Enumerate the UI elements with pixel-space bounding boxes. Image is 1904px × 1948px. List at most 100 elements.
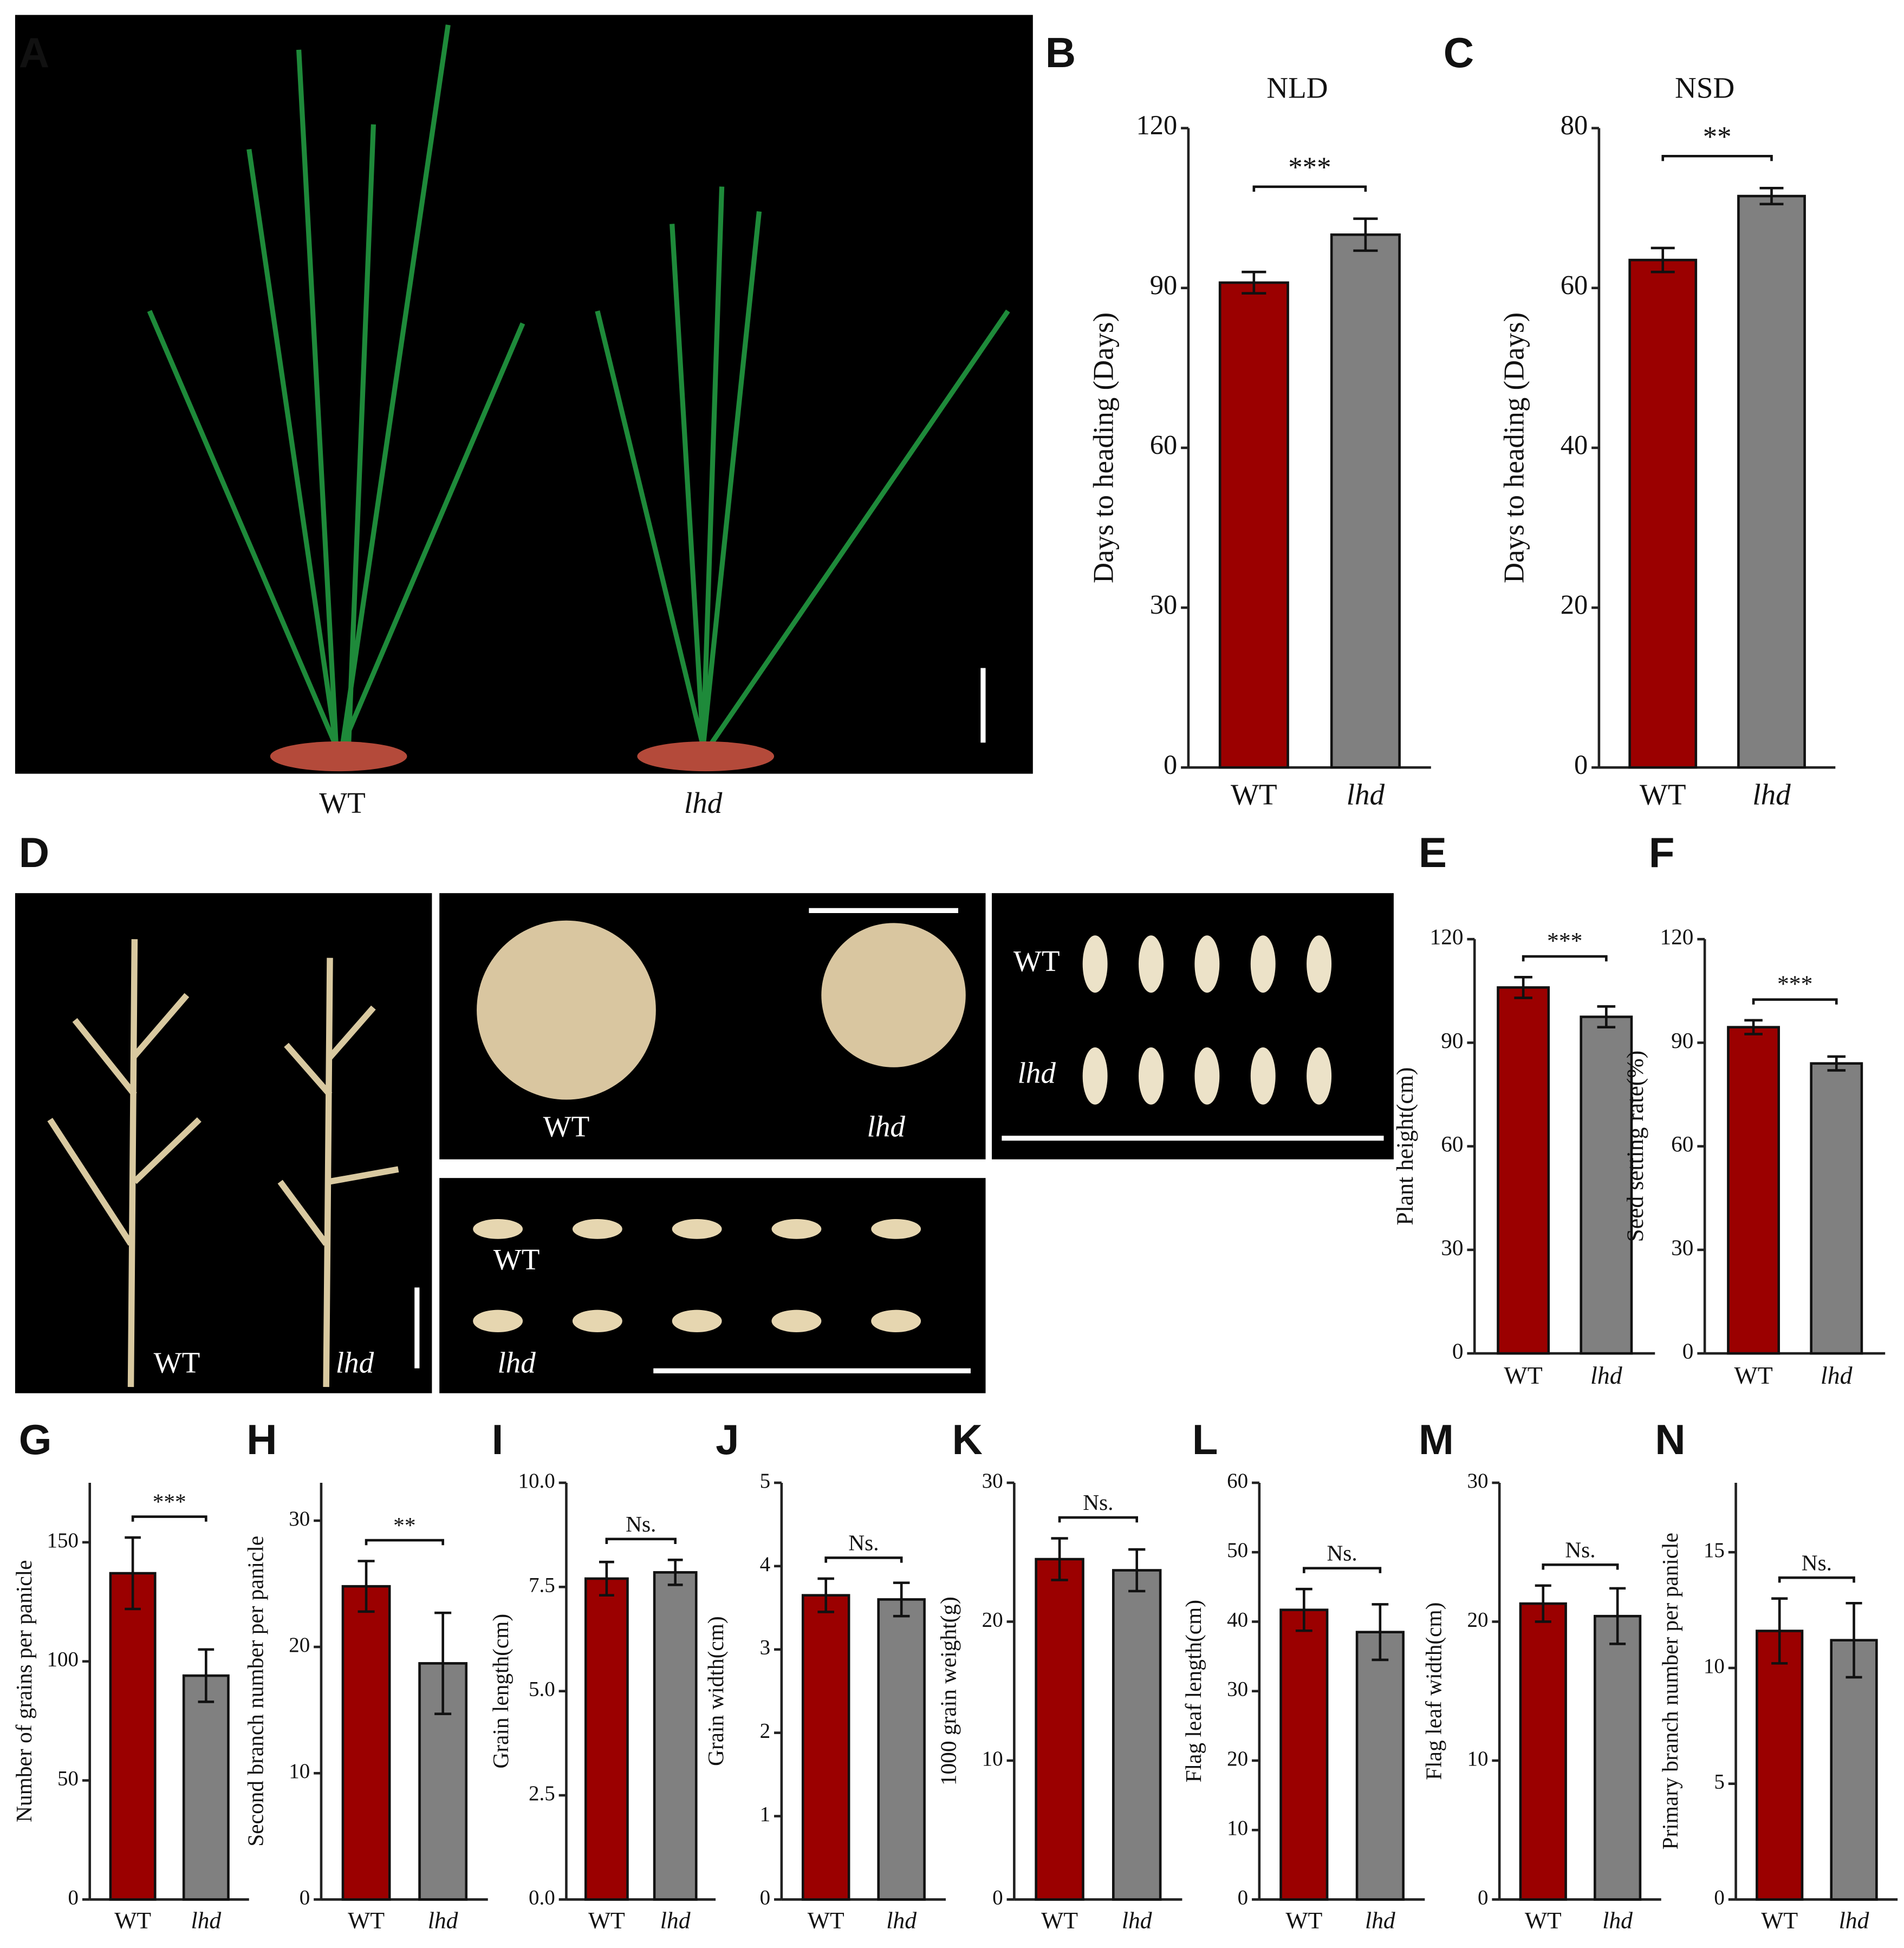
y-axis-label: Primary branch number per panicle bbox=[1658, 1533, 1682, 1849]
panel-letter: I bbox=[492, 1416, 504, 1463]
significance-label: ** bbox=[1703, 121, 1732, 153]
y-tick-label: 60 bbox=[1227, 1469, 1248, 1493]
x-tick-label: WT bbox=[1525, 1907, 1562, 1933]
pot bbox=[637, 741, 775, 772]
significance-label: Ns. bbox=[626, 1512, 656, 1536]
x-tick-label: lhd bbox=[191, 1907, 221, 1933]
photo-label: lhd bbox=[1017, 1057, 1056, 1090]
photo-d-grain-width bbox=[992, 893, 1394, 1159]
y-tick-label: 30 bbox=[1441, 1235, 1463, 1260]
x-tick-label: WT bbox=[1285, 1907, 1322, 1933]
bar bbox=[584, 1577, 629, 1901]
panel-letter: H bbox=[246, 1416, 277, 1463]
y-tick-label: 30 bbox=[289, 1507, 310, 1530]
y-tick-label: 60 bbox=[1671, 1131, 1693, 1156]
panel-letter: A bbox=[19, 29, 49, 76]
significance-label: Ns. bbox=[1565, 1537, 1595, 1562]
x-tick-label: WT bbox=[1640, 778, 1686, 811]
bar bbox=[1737, 194, 1806, 769]
x-tick-label: WT bbox=[1041, 1907, 1078, 1933]
y-tick-label: 0.0 bbox=[529, 1886, 555, 1909]
y-tick-label: 30 bbox=[982, 1469, 1003, 1493]
panicle-drawing bbox=[47, 939, 399, 1387]
significance-bracket bbox=[1752, 998, 1838, 1005]
y-axis-label: Days to heading (Days) bbox=[1498, 312, 1530, 583]
bar bbox=[653, 1571, 698, 1901]
bar-chart: L Flag leaf length(cm) 0 10 20 30 40 50 60 WT lhd N… bbox=[1181, 1416, 1425, 1933]
photo-d-panicle bbox=[15, 893, 432, 1393]
y-tick-label: 60 bbox=[1561, 270, 1588, 300]
y-axis-label: Grain width(cm) bbox=[703, 1616, 729, 1766]
photo-d-grain-length bbox=[439, 1178, 986, 1393]
y-tick-label: 10 bbox=[1227, 1816, 1248, 1840]
y-tick-label: 7.5 bbox=[529, 1573, 555, 1597]
x-tick-label: WT bbox=[348, 1907, 385, 1933]
photo-label: WT bbox=[154, 1346, 200, 1379]
significance-bracket bbox=[605, 1537, 677, 1545]
y-tick-label: 120 bbox=[1430, 924, 1464, 949]
y-tick-label: 0 bbox=[1164, 750, 1177, 780]
significance-bracket bbox=[1661, 154, 1773, 161]
pot bbox=[270, 741, 407, 772]
y-tick-label: 60 bbox=[1441, 1131, 1463, 1156]
y-tick-label: 4 bbox=[760, 1553, 771, 1576]
x-tick-label: WT bbox=[808, 1907, 844, 1933]
y-tick-label: 2.5 bbox=[529, 1782, 555, 1805]
y-tick-label: 10 bbox=[982, 1747, 1003, 1770]
y-tick-label: 50 bbox=[1227, 1539, 1248, 1562]
photo-label: lhd bbox=[336, 1346, 374, 1379]
grain-pile bbox=[477, 920, 656, 1100]
y-tick-label: 150 bbox=[47, 1529, 79, 1552]
significance-label: Ns. bbox=[1083, 1490, 1113, 1515]
x-tick-label: lhd bbox=[1122, 1907, 1152, 1933]
y-tick-label: 3 bbox=[760, 1636, 771, 1659]
y-tick-label: 0 bbox=[1452, 1339, 1464, 1364]
y-tick-label: 0 bbox=[300, 1886, 310, 1909]
y-tick-label: 40 bbox=[1227, 1608, 1248, 1631]
panel-letter: E bbox=[1419, 829, 1447, 876]
significance-bracket bbox=[131, 1515, 207, 1522]
photo-label: lhd bbox=[684, 786, 723, 819]
y-axis-label: Flag leaf width(cm) bbox=[1421, 1602, 1446, 1780]
significance-bracket bbox=[1252, 185, 1367, 192]
significance-bracket bbox=[1778, 1576, 1855, 1583]
bar-chart: H Second branch number per panicle 0 10 20 30… bbox=[243, 1416, 488, 1933]
x-tick-label: lhd bbox=[1752, 778, 1791, 811]
y-tick-label: 20 bbox=[1561, 590, 1588, 620]
y-tick-label: 120 bbox=[1660, 924, 1693, 949]
y-tick-label: 60 bbox=[1150, 429, 1178, 460]
significance-bracket bbox=[365, 1539, 444, 1546]
bar-chart: M Flag leaf width(cm) 0 10 20 30 WT lhd Ns. bbox=[1419, 1416, 1661, 1933]
x-tick-label: WT bbox=[1761, 1907, 1798, 1933]
significance-label: *** bbox=[1777, 971, 1812, 997]
photo-label: lhd bbox=[497, 1346, 536, 1379]
bar-chart: G Number of grains per panicle 0 50 100 150 WT… bbox=[11, 1416, 249, 1933]
significance-bracket bbox=[1542, 1563, 1619, 1570]
y-tick-label: 40 bbox=[1561, 429, 1588, 460]
significance-label: Ns. bbox=[1327, 1541, 1357, 1566]
y-tick-label: 15 bbox=[1704, 1539, 1725, 1562]
y-axis-label: Plant height(cm) bbox=[1392, 1067, 1418, 1226]
x-tick-label: WT bbox=[1504, 1361, 1542, 1389]
photo-label: WT bbox=[1013, 944, 1060, 978]
x-tick-label: lhd bbox=[1590, 1361, 1623, 1389]
x-tick-label: lhd bbox=[1839, 1907, 1869, 1933]
bar-chart: K 1000 grain weight(g) 0 10 20 30 WT lhd Ns. bbox=[936, 1416, 1182, 1933]
significance-label: Ns. bbox=[1802, 1550, 1832, 1575]
bar bbox=[1727, 1026, 1780, 1355]
y-tick-label: 30 bbox=[1150, 590, 1178, 620]
panel-letter: L bbox=[1192, 1416, 1218, 1463]
bar bbox=[1218, 281, 1289, 769]
grain-row bbox=[473, 1219, 921, 1333]
y-tick-label: 2 bbox=[760, 1719, 771, 1743]
bar bbox=[1035, 1558, 1084, 1901]
y-axis-label: 1000 grain weight(g) bbox=[936, 1597, 961, 1786]
y-tick-label: 20 bbox=[1227, 1747, 1248, 1770]
y-tick-label: 5 bbox=[760, 1469, 771, 1493]
bar-chart: B NLD Days to heading (Days) 0 30 60 90 120 WT lh… bbox=[1045, 29, 1431, 811]
y-axis-label: Flag leaf length(cm) bbox=[1181, 1600, 1206, 1782]
significance-label: Ns. bbox=[848, 1530, 879, 1555]
significance-bracket bbox=[824, 1556, 903, 1563]
y-tick-label: 90 bbox=[1441, 1028, 1463, 1053]
bar bbox=[1355, 1631, 1405, 1901]
